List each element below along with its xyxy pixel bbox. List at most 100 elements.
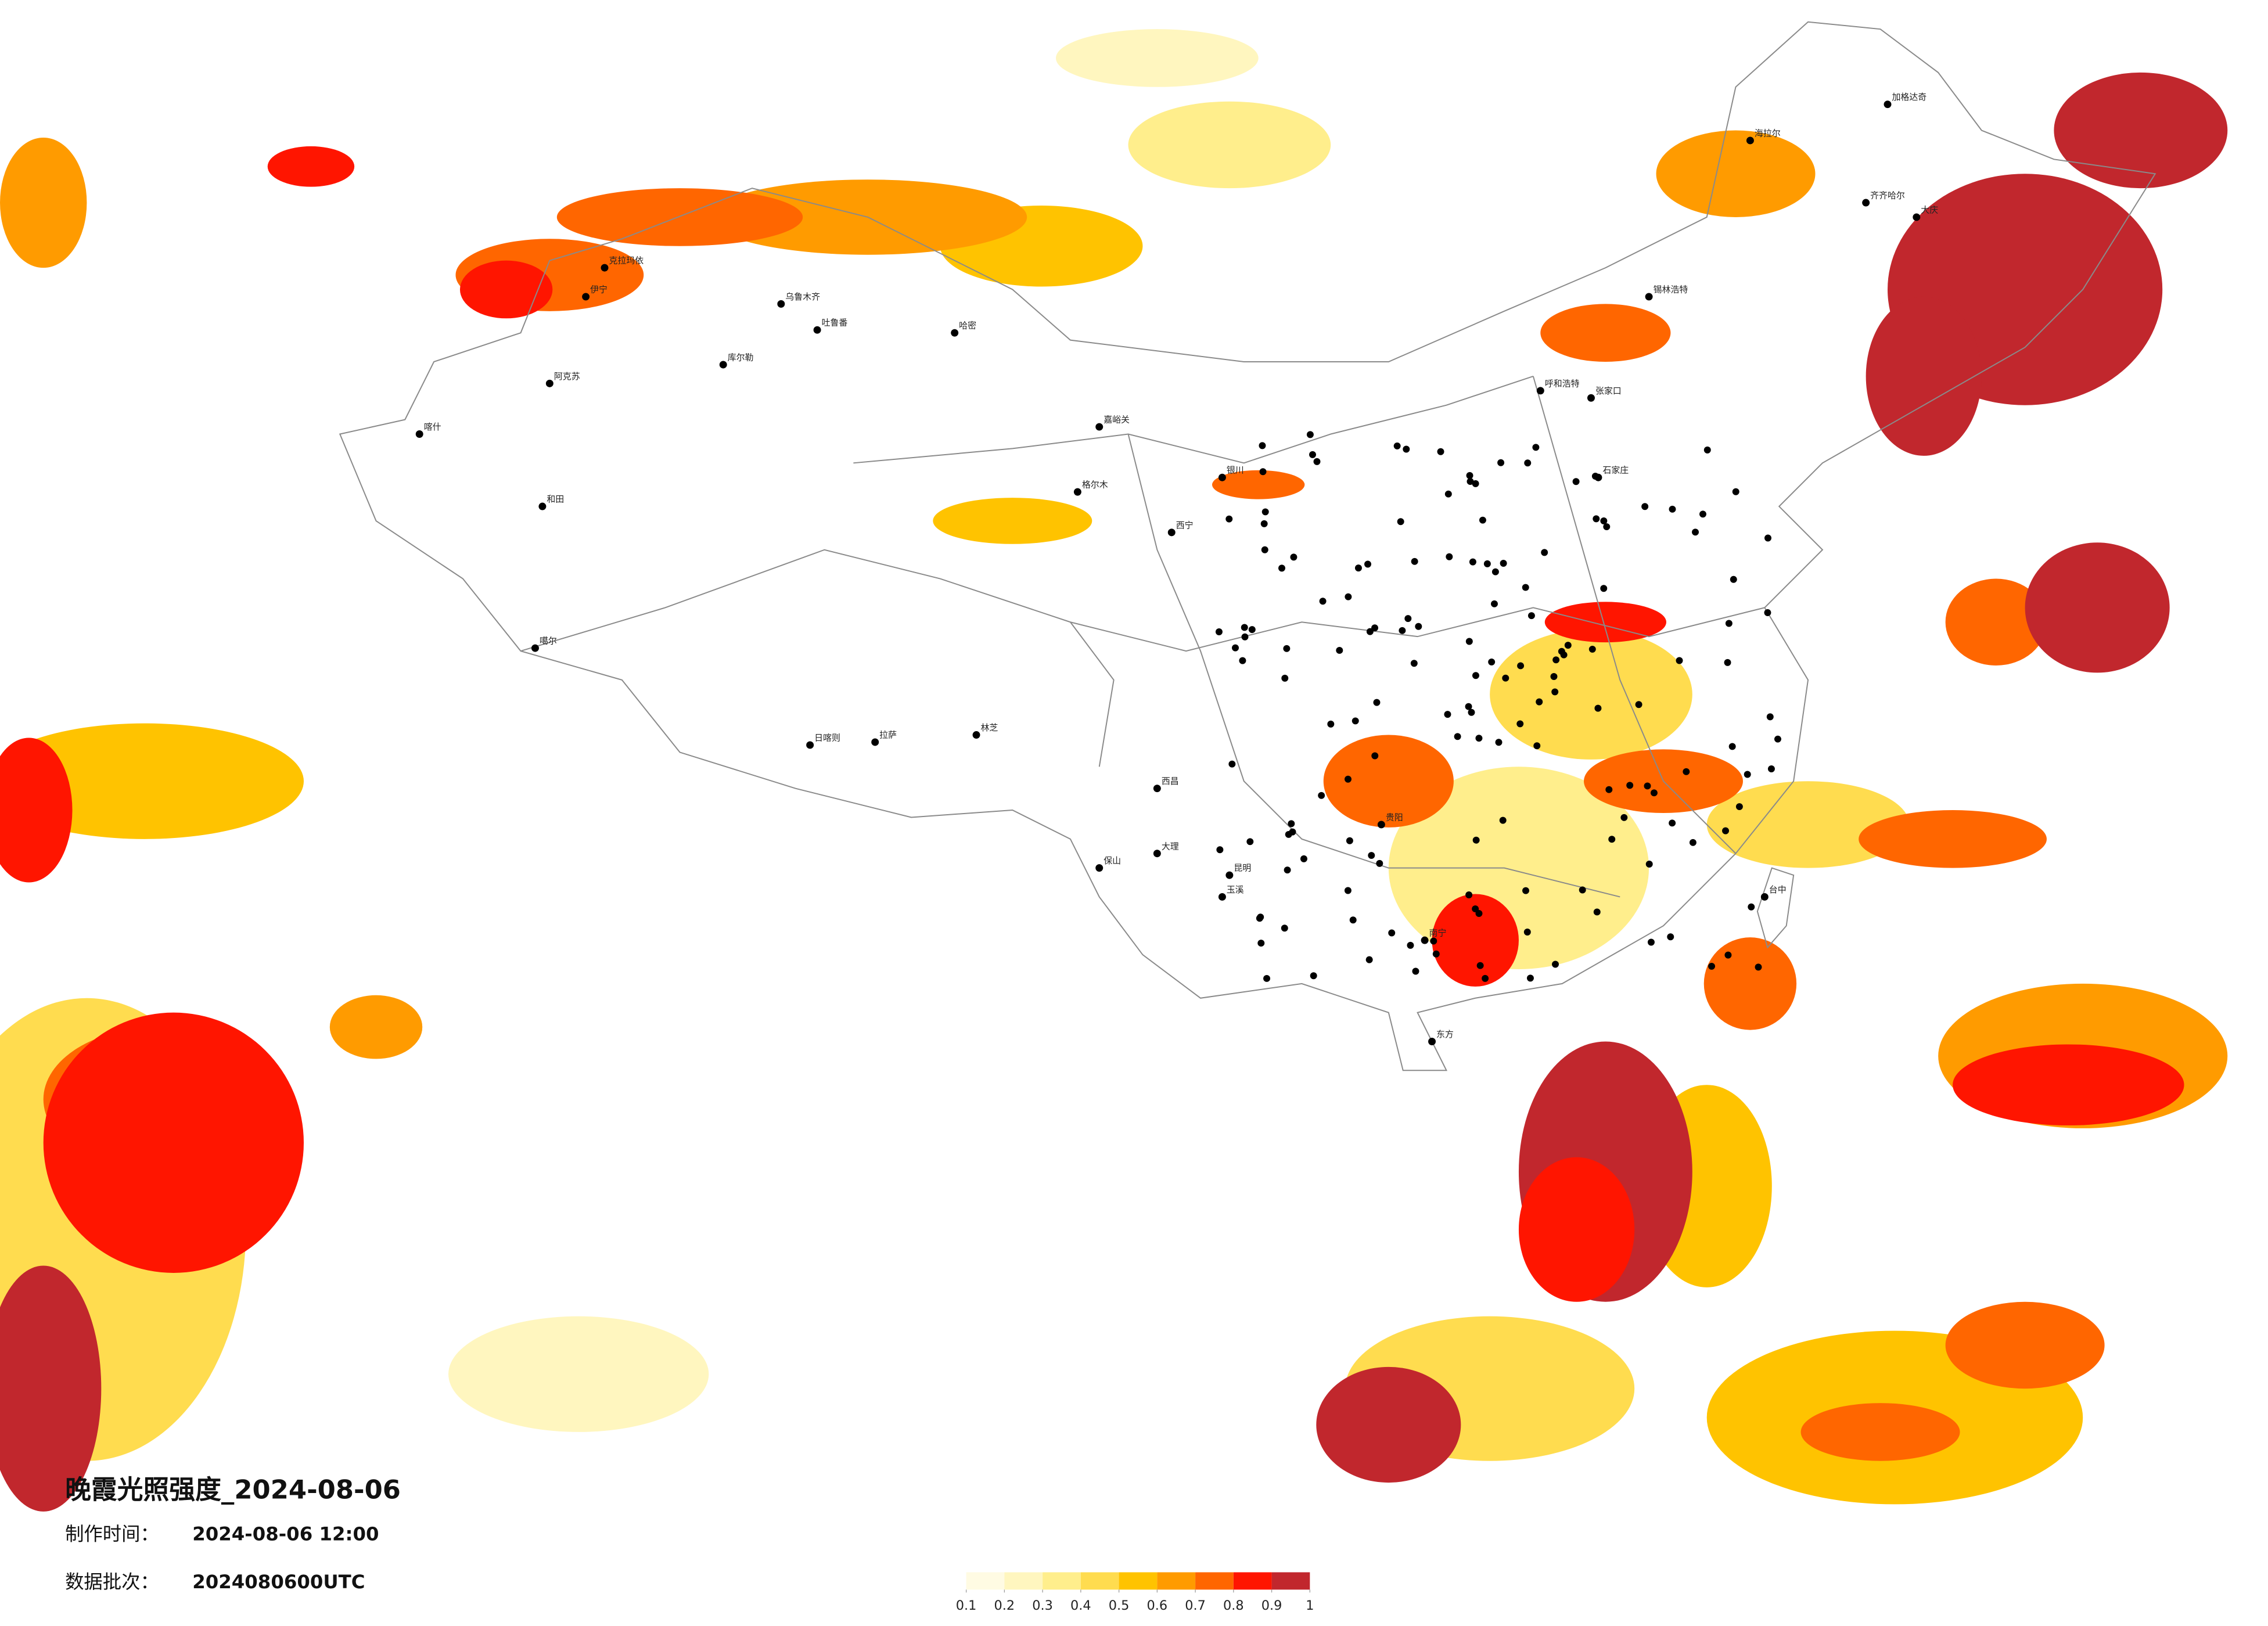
city-dot <box>1472 905 1479 913</box>
city-dot <box>1603 523 1611 531</box>
city-dot <box>1725 620 1733 627</box>
city-dot <box>1635 701 1642 708</box>
city-dot <box>1644 782 1651 790</box>
city-dot <box>1732 488 1739 495</box>
legend-tick-label: 0.7 <box>1185 1598 1206 1613</box>
city-dot <box>1522 584 1529 591</box>
city-dot <box>1430 937 1437 945</box>
city-dot <box>1683 768 1690 775</box>
legend-swatch <box>1157 1572 1196 1590</box>
intensity-patch <box>1432 894 1519 987</box>
city-label: 银川 <box>1227 465 1244 476</box>
city-dot <box>1499 816 1507 824</box>
city-dot <box>1310 972 1317 980</box>
intensity-patch <box>0 738 73 883</box>
intensity-patch <box>1703 937 1797 1030</box>
city-dot <box>1397 518 1404 526</box>
city-dot <box>1483 560 1491 567</box>
city-dot <box>1444 711 1451 718</box>
city-dot <box>1283 645 1291 652</box>
city-dot <box>1913 213 1921 221</box>
intensity-patch <box>1544 602 1666 643</box>
city-dot <box>1755 963 1762 971</box>
city-dot <box>1579 886 1586 894</box>
intensity-field <box>0 29 2228 1512</box>
city-label: 林芝 <box>981 722 998 733</box>
city-dot <box>1522 887 1529 894</box>
city-dot <box>1412 967 1419 975</box>
city-dot <box>719 361 727 369</box>
city-dot <box>1572 478 1580 485</box>
city-dot <box>545 379 553 387</box>
city-dot <box>1373 699 1381 706</box>
city-label: 西宁 <box>1176 520 1194 530</box>
city-dot <box>1645 293 1653 301</box>
city-label: 哈密 <box>959 321 976 331</box>
city-dot <box>1692 528 1699 536</box>
legend-tick-label: 0.3 <box>1032 1598 1053 1613</box>
city-dot <box>1588 645 1596 653</box>
city-dot <box>538 502 547 510</box>
city-dot <box>1735 803 1743 811</box>
city-dot <box>1523 928 1531 936</box>
city-label: 乌鲁木齐 <box>785 292 820 302</box>
city-dot <box>1246 838 1254 846</box>
intensity-patch <box>0 1265 102 1512</box>
city-dot <box>1421 936 1429 944</box>
city-dot <box>1541 549 1548 556</box>
city-dot <box>1345 593 1352 600</box>
city-dot <box>1650 789 1658 797</box>
legend-tick-label: 0.5 <box>1109 1598 1130 1613</box>
city-label: 东方 <box>1436 1029 1454 1039</box>
city-dot <box>1465 703 1472 710</box>
city-dot <box>1467 478 1474 485</box>
city-dot <box>1167 528 1176 537</box>
city-label: 贵阳 <box>1386 812 1403 822</box>
city-dot <box>1313 458 1321 465</box>
city-dot <box>1345 775 1352 783</box>
legend-swatch <box>1195 1572 1234 1590</box>
city-dot <box>1306 431 1314 438</box>
city-dot <box>1095 864 1104 872</box>
city-label: 保山 <box>1104 855 1121 866</box>
batch-label: 数据批次： <box>65 1571 159 1593</box>
city-dot <box>1699 510 1706 518</box>
legend-swatch <box>1271 1572 1310 1590</box>
city-dot <box>1466 472 1473 479</box>
intensity-patch <box>1953 1044 2184 1125</box>
city-dot <box>1465 638 1473 645</box>
island-outline <box>1756 867 1795 949</box>
city-dot <box>1259 468 1267 476</box>
intensity-patch <box>43 1012 304 1273</box>
intensity-patch <box>1706 781 1910 868</box>
city-dot <box>1475 910 1483 918</box>
legend-tick-label: 0.2 <box>994 1598 1015 1613</box>
city-dot <box>1536 387 1544 395</box>
city-dot <box>1289 828 1296 836</box>
legend-swatch <box>1004 1572 1043 1590</box>
city-dot <box>1703 446 1711 454</box>
city-dot <box>1403 445 1410 453</box>
intensity-patch <box>1316 1366 1461 1483</box>
city-dot <box>1327 720 1335 728</box>
city-dot <box>1774 735 1781 743</box>
city-dot <box>1552 961 1559 968</box>
city-dot <box>1552 656 1560 664</box>
city-dot <box>1558 647 1565 655</box>
city-dot <box>1318 792 1325 799</box>
city-dot <box>1239 657 1246 664</box>
city-dot <box>1393 442 1401 449</box>
city-dot <box>1587 394 1595 402</box>
city-dot <box>1744 771 1751 778</box>
city-label: 克拉玛依 <box>609 256 644 266</box>
city-dot <box>1527 612 1535 620</box>
city-dot <box>1218 473 1226 481</box>
city-label: 昆明 <box>1234 863 1251 873</box>
intensity-patch <box>329 995 423 1059</box>
city-dot <box>1095 423 1104 431</box>
city-label: 南宁 <box>1429 928 1447 938</box>
city-label: 嘉峪关 <box>1104 415 1130 425</box>
intensity-patch <box>2054 72 2228 189</box>
city-dot <box>1472 480 1479 487</box>
